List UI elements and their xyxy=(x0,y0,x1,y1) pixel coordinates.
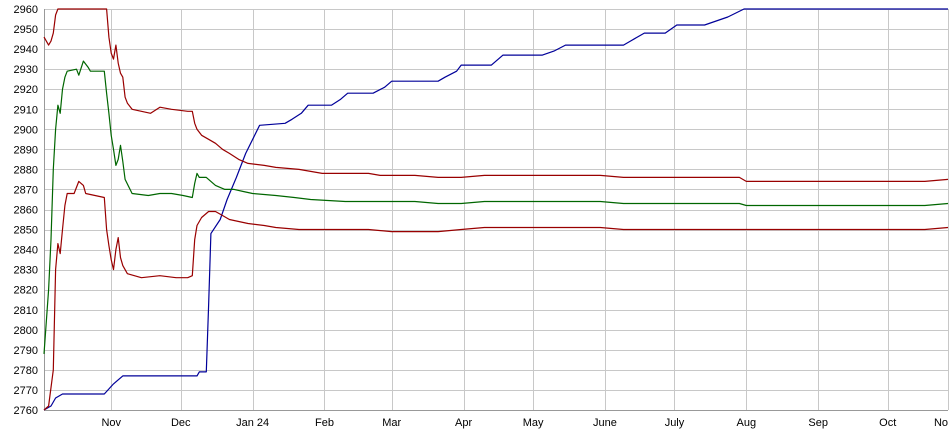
y-tick-label: 2900 xyxy=(14,124,38,136)
y-tick-label: 2880 xyxy=(14,164,38,176)
x-tick-label: No xyxy=(934,417,948,429)
y-tick-label: 2770 xyxy=(14,385,38,397)
x-tick-label: Apr xyxy=(455,417,472,429)
x-tick-label: July xyxy=(665,417,685,429)
y-tick-label: 2760 xyxy=(14,405,38,417)
series-line-4 xyxy=(43,180,949,411)
series-layer xyxy=(43,8,949,411)
series-line-3 xyxy=(43,60,949,354)
series-line-2 xyxy=(43,8,949,182)
x-tick-label: Mar xyxy=(382,417,401,429)
x-tick-label: Oct xyxy=(879,417,896,429)
y-tick-label: 2910 xyxy=(14,104,38,116)
y-tick-label: 2790 xyxy=(14,345,38,357)
series-line-1 xyxy=(43,8,948,411)
x-tick-label: Dec xyxy=(171,417,191,429)
x-tick-label: Aug xyxy=(737,417,757,429)
x-tick-label: Sep xyxy=(808,417,828,429)
y-tick-label: 2830 xyxy=(14,265,38,277)
x-tick-label: Jan 24 xyxy=(236,417,269,429)
y-tick-label: 2840 xyxy=(14,245,38,257)
y-tick-label: 2810 xyxy=(14,305,38,317)
x-tick-label: Feb xyxy=(315,417,334,429)
y-tick-label: 2820 xyxy=(14,285,38,297)
y-tick-label: 2960 xyxy=(14,4,38,16)
y-tick-label: 2890 xyxy=(14,144,38,156)
x-tick-label: May xyxy=(523,417,544,429)
y-tick-labels: 2760 2770 2780 2790 2800 2810 2820 2830 2840 2850… xyxy=(14,4,38,417)
y-tick-label: 2940 xyxy=(14,44,38,56)
y-tick-label: 2930 xyxy=(14,64,38,76)
x-tick-labels: Nov Dec Jan 24 Feb Mar Apr May June July Aug Sep Oc… xyxy=(101,417,948,429)
x-tick-label: Nov xyxy=(101,417,121,429)
y-tick-label: 2800 xyxy=(14,325,38,337)
vertical-gridlines xyxy=(111,9,949,410)
horizontal-gridlines xyxy=(44,9,948,411)
y-tick-label: 2850 xyxy=(14,225,38,237)
y-tick-label: 2950 xyxy=(14,24,38,36)
y-tick-label: 2780 xyxy=(14,365,38,377)
y-tick-label: 2920 xyxy=(14,84,38,96)
y-tick-label: 2870 xyxy=(14,184,38,196)
x-tick-label: June xyxy=(593,417,617,429)
y-tick-label: 2860 xyxy=(14,205,38,217)
